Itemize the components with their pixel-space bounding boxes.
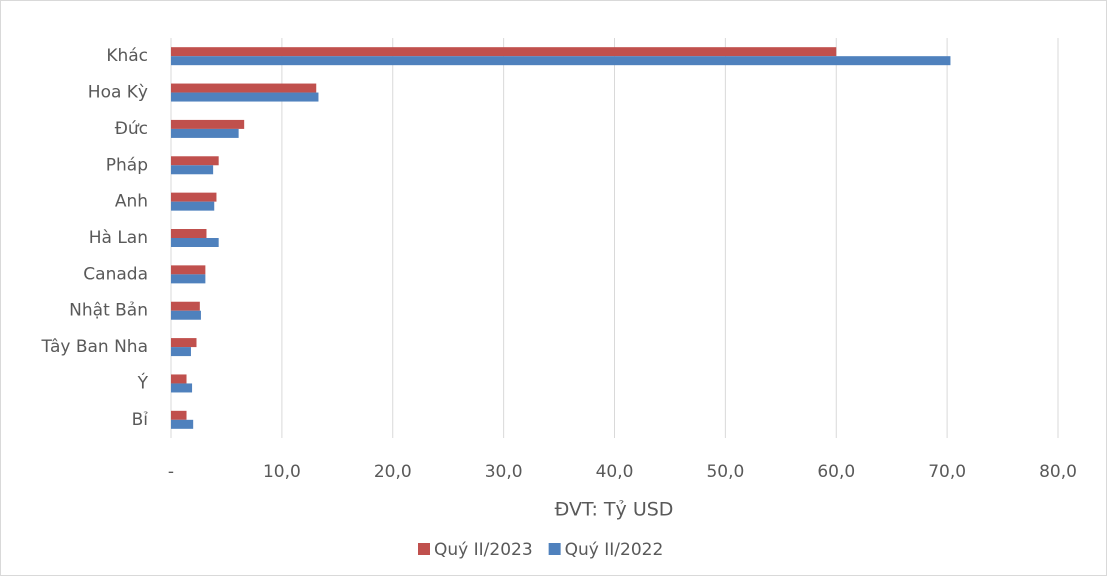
bar (171, 419, 194, 429)
x-tick-label: 30,0 (485, 462, 523, 482)
x-axis-title: ĐVT: Tỷ USD (555, 499, 674, 521)
bar (171, 410, 187, 420)
bar (171, 265, 206, 275)
y-tick-label: Pháp (106, 155, 148, 175)
y-tick-label: Anh (115, 192, 148, 212)
x-tick-label: 20,0 (374, 462, 412, 482)
bar (171, 128, 239, 138)
x-tick-label: 60,0 (817, 462, 855, 482)
legend-swatch (548, 543, 561, 555)
x-tick-label: 50,0 (706, 462, 744, 482)
legend-swatch (418, 543, 430, 555)
y-tick-label: Ý (137, 371, 149, 393)
bar (171, 83, 317, 93)
bar (171, 192, 217, 202)
legend-label: Quý II/2023 (434, 540, 533, 560)
bar (171, 374, 187, 384)
bar (171, 347, 191, 357)
bar (171, 201, 215, 211)
bar (171, 229, 207, 238)
bar (171, 156, 219, 166)
x-tick-label: 70,0 (928, 462, 966, 482)
x-tick-label: 10,0 (263, 462, 301, 482)
y-tick-label: Bỉ (132, 410, 149, 430)
bar (171, 92, 319, 102)
y-tick-label: Hoa Kỳ (88, 83, 148, 103)
bar (171, 238, 219, 247)
bar (171, 119, 245, 129)
bar (171, 301, 200, 311)
y-tick-label: Khác (106, 46, 148, 66)
bar (171, 338, 197, 348)
bar (171, 47, 837, 57)
legend-label: Quý II/2022 (565, 540, 664, 560)
bar (171, 165, 214, 175)
x-tick-label: - (168, 462, 174, 482)
bar (171, 383, 193, 393)
bar (171, 274, 206, 284)
x-tick-label: 80,0 (1039, 462, 1077, 482)
y-tick-label: Tây Ban Nha (41, 337, 148, 357)
y-tick-label: Canada (83, 264, 148, 284)
y-tick-label: Nhật Bản (69, 301, 148, 321)
bar (171, 56, 951, 66)
y-tick-label: Đức (115, 119, 148, 139)
x-tick-label: 40,0 (596, 462, 634, 482)
bar (171, 310, 201, 320)
y-tick-label: Hà Lan (89, 228, 148, 248)
